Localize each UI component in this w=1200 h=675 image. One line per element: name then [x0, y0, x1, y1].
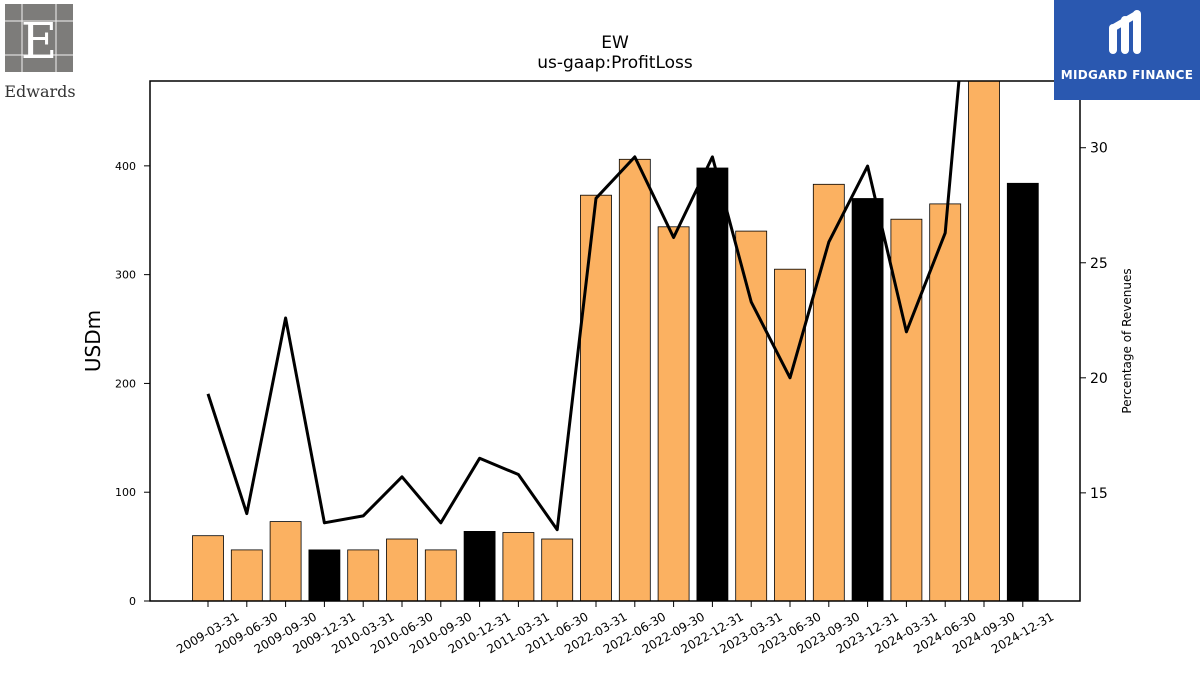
edwards-logo: E Edwards [4, 4, 76, 101]
ratio-line [206, 81, 961, 532]
chart-title: EW [601, 33, 629, 53]
y2-tick-label: 15 [1090, 486, 1108, 502]
bar-2024-06-30 [929, 203, 962, 601]
x-axis: 2009-03-312009-06-302009-09-302009-12-31… [174, 601, 1056, 656]
y2-tick-label: 20 [1090, 371, 1108, 387]
bar-2010-06-30 [386, 538, 418, 601]
bar-2010-12-31 [463, 531, 496, 601]
bar-2023-12-31 [851, 198, 884, 601]
y2-tick-label: 25 [1090, 256, 1108, 272]
bar-2022-12-31 [696, 167, 729, 601]
chart-subtitle: us-gaap:ProfitLoss [537, 53, 693, 73]
bar-2009-09-30 [269, 521, 302, 601]
bar-2024-09-30 [968, 81, 1000, 601]
bar-2023-06-30 [774, 268, 806, 601]
bar-2011-03-31 [502, 532, 535, 601]
y-tick-label: 200 [115, 377, 136, 390]
midgard-logo-text: MIDGARD FINANCE [1060, 68, 1194, 82]
y2-tick-label: 30 [1090, 141, 1108, 157]
edwards-logo-text: Edwards [4, 82, 76, 101]
y2-axis: 15 20 25 30 [1080, 141, 1108, 502]
bar-2009-03-31 [192, 535, 224, 601]
y2-axis-label: Percentage of Revenues [1120, 268, 1134, 413]
line-group [206, 81, 961, 532]
bar-2011-06-30 [541, 538, 574, 601]
bar-2023-03-31 [735, 230, 768, 601]
bar-2010-09-30 [424, 549, 457, 601]
midgard-logo: MIDGARD FINANCE [1054, 0, 1200, 100]
y-tick-label: 300 [115, 269, 136, 282]
svg-text:E: E [21, 12, 58, 70]
y-tick-label: 100 [115, 486, 136, 499]
bar-2022-09-30 [657, 226, 690, 601]
y-axis: 0 100 200 300 400 [115, 160, 150, 608]
bar-2009-12-31 [308, 549, 341, 601]
bar-2022-06-30 [618, 158, 651, 601]
bar-2024-12-31 [1006, 182, 1039, 601]
midgard-logo-mark [1109, 10, 1141, 54]
bar-2023-09-30 [812, 183, 845, 601]
bar-2010-03-31 [347, 549, 380, 601]
bar-2009-06-30 [230, 549, 263, 601]
edwards-logo-mark: E [5, 4, 73, 72]
bar-group [192, 81, 1039, 601]
y-axis-label: USDm [81, 310, 105, 372]
y-tick-label: 0 [129, 595, 136, 608]
bar-2024-03-31 [890, 218, 923, 601]
y-tick-label: 400 [115, 160, 136, 173]
bar-2022-03-31 [580, 194, 612, 601]
plot-frame [149, 80, 1081, 602]
